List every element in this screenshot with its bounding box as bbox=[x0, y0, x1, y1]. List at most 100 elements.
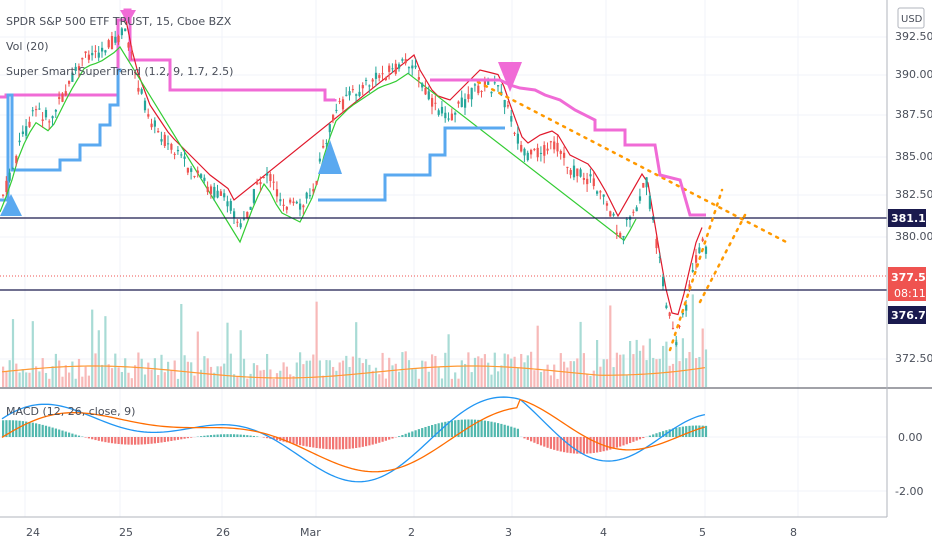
candle-body bbox=[421, 83, 424, 88]
price-tick: 387.50 bbox=[895, 108, 932, 121]
candle-body bbox=[299, 203, 302, 210]
volume-bar bbox=[51, 366, 54, 387]
macd-histogram-bar bbox=[68, 432, 71, 437]
volume-bar bbox=[124, 358, 127, 387]
volume-bar bbox=[176, 378, 180, 387]
candle-body bbox=[424, 87, 427, 95]
candle-body bbox=[338, 101, 341, 103]
macd-histogram-bar bbox=[203, 435, 206, 437]
candle-body bbox=[572, 165, 576, 178]
candle-body bbox=[157, 131, 160, 133]
candle-body bbox=[130, 51, 133, 54]
volume-bar bbox=[97, 330, 100, 387]
macd-histogram-bar bbox=[681, 426, 684, 437]
macd-histogram-bar bbox=[41, 424, 44, 437]
candle-body bbox=[632, 211, 635, 213]
candle-body bbox=[592, 178, 595, 187]
volume-bar bbox=[335, 370, 338, 387]
volume-bar bbox=[559, 353, 562, 387]
price-tick: 390.00 bbox=[895, 68, 932, 81]
volume-legend[interactable]: Vol (20) bbox=[6, 40, 49, 53]
volume-bar bbox=[117, 367, 120, 387]
macd-legend[interactable]: MACD (12, 26, close, 9) bbox=[6, 405, 135, 418]
macd-histogram-bar bbox=[31, 422, 34, 437]
candle-body bbox=[18, 140, 21, 143]
price-tag-label: 376.72 bbox=[891, 309, 932, 322]
macd-histogram-bar bbox=[361, 437, 364, 447]
trendline-up-2[interactable] bbox=[698, 213, 747, 304]
candle-body bbox=[569, 169, 572, 175]
volume-bar bbox=[167, 361, 170, 387]
volume-bar bbox=[219, 366, 222, 387]
macd-histogram-bar bbox=[295, 437, 298, 445]
candle-body bbox=[579, 169, 582, 177]
currency-button[interactable]: USD bbox=[897, 7, 925, 29]
macd-histogram-bar bbox=[695, 425, 698, 437]
buy-signal-triangle bbox=[318, 140, 342, 174]
volume-bar bbox=[203, 356, 206, 387]
macd-histogram-bar bbox=[38, 424, 41, 437]
sell-signal-triangle bbox=[498, 62, 522, 92]
macd-histogram-bar bbox=[381, 437, 384, 442]
macd-histogram-bar bbox=[163, 437, 166, 443]
volume-bar bbox=[691, 294, 694, 387]
macd-histogram-bar bbox=[421, 428, 424, 437]
time-axis[interactable]: 24 25 26 Mar 2 3 4 5 8 bbox=[26, 526, 797, 539]
price-tick: 385.00 bbox=[895, 150, 932, 163]
volume-bar bbox=[609, 305, 612, 387]
volume-bar bbox=[74, 378, 77, 387]
macd-histogram-bar bbox=[662, 431, 665, 437]
macd-histogram-bar bbox=[299, 437, 302, 446]
macd-histogram-bar bbox=[407, 432, 411, 437]
macd-histogram-bar bbox=[127, 437, 130, 445]
macd-histogram-bar bbox=[190, 437, 193, 438]
volume-bar bbox=[137, 352, 140, 387]
candle-body bbox=[619, 232, 622, 238]
macd-histogram-bar bbox=[572, 437, 576, 454]
supertrend-legend[interactable]: Super Smart SuperTrend (1.2, 9, 1.7, 2.5… bbox=[6, 65, 233, 78]
volume-bar bbox=[447, 334, 450, 387]
volume-bar bbox=[586, 373, 589, 387]
volume-bar bbox=[272, 378, 275, 387]
volume-bar bbox=[292, 376, 295, 387]
candle-body bbox=[170, 144, 173, 150]
macd-histogram-bar bbox=[401, 435, 404, 437]
trendline-down[interactable] bbox=[476, 80, 792, 246]
macd-histogram-bar bbox=[358, 437, 361, 448]
macd-histogram-bar bbox=[44, 425, 48, 437]
volume-bar bbox=[11, 319, 15, 387]
macd-histogram-bar bbox=[559, 437, 562, 452]
macd-histogram-bar bbox=[500, 423, 503, 437]
macd-line bbox=[1, 396, 706, 483]
volume-bar bbox=[206, 358, 209, 387]
volume-bar bbox=[444, 352, 447, 387]
candle-body bbox=[493, 82, 496, 84]
macd-histogram-bar bbox=[685, 426, 688, 437]
candle-body bbox=[691, 269, 694, 272]
price-tag-381: 381.12 bbox=[888, 209, 932, 227]
volume-bar bbox=[464, 363, 467, 387]
candle-body bbox=[348, 91, 351, 96]
macd-histogram-bar bbox=[368, 437, 371, 446]
supertrend-lower-line bbox=[318, 126, 505, 202]
macd-histogram-bar bbox=[678, 427, 681, 437]
volume-bar bbox=[91, 309, 94, 387]
candle-body bbox=[431, 97, 434, 107]
macd-histogram-bar bbox=[256, 436, 259, 437]
symbol-title[interactable]: SPDR S&P 500 ETF TRUST, 15, Cboe BZX bbox=[6, 15, 232, 28]
candle-body bbox=[546, 148, 549, 151]
volume-bar bbox=[662, 345, 665, 387]
volume-bar bbox=[473, 357, 477, 387]
volume-bar bbox=[599, 366, 602, 387]
macd-histogram-bar bbox=[272, 437, 275, 440]
volume-bar bbox=[35, 366, 38, 387]
candle-body bbox=[434, 102, 437, 104]
macd-histogram-bar bbox=[77, 435, 81, 437]
candle-body bbox=[539, 152, 543, 154]
candle-body bbox=[645, 177, 648, 188]
price-axis[interactable]: 392.50 390.00 387.50 385.00 382.50 380.0… bbox=[895, 30, 932, 365]
candle-body bbox=[104, 50, 107, 53]
candle-body bbox=[605, 203, 609, 206]
